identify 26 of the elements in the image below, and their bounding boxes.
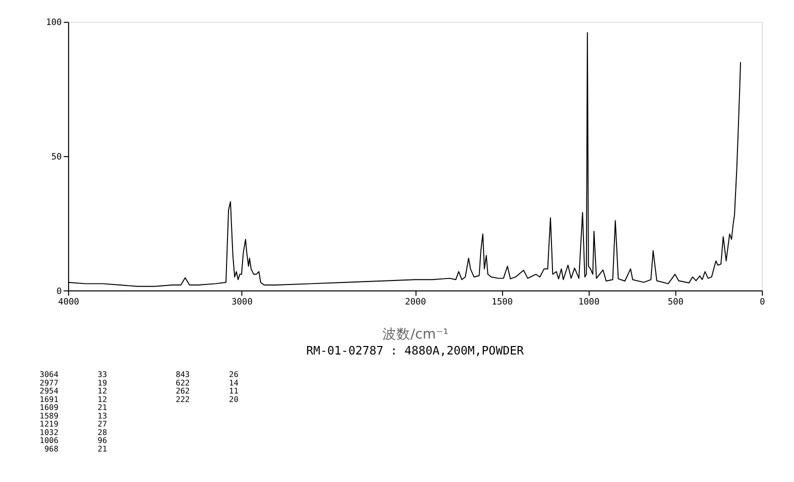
text: 968 21 [44,444,108,454]
text: 262 11 [176,386,238,396]
text: 1219 27 [40,420,108,429]
x-tick-label: 1000 [578,298,600,308]
text: 843 26 [176,370,238,379]
x-tick-label: 0 [760,298,766,308]
y-tick-label: 0 [56,286,62,297]
x-axis-title: 波数/cm⁻¹ [382,326,448,343]
y-tick-label: 50 [51,152,62,163]
text: 1691 12 [40,394,108,404]
text: 3064 33 [40,370,108,379]
text: 2954 12 [40,386,108,396]
x-tick-label: 2000 [404,298,426,308]
text: 1032 28 [40,428,108,437]
x-tick-label: 3000 [232,298,253,308]
x-tick-label: 1500 [492,298,513,308]
text: 1589 13 [40,411,108,420]
text: 2977 19 [40,378,108,388]
text: 222 20 [176,394,238,404]
y-tick-label: 100 [46,18,62,28]
text: 1006 96 [40,436,108,446]
x-tick-label: 4000 [58,298,80,308]
text: 622 14 [176,378,238,388]
x-tick-label: 500 [668,298,684,308]
text: 1609 21 [40,403,108,412]
text: RM-01-02787 : 4880A,200M,POWDER [306,344,525,358]
